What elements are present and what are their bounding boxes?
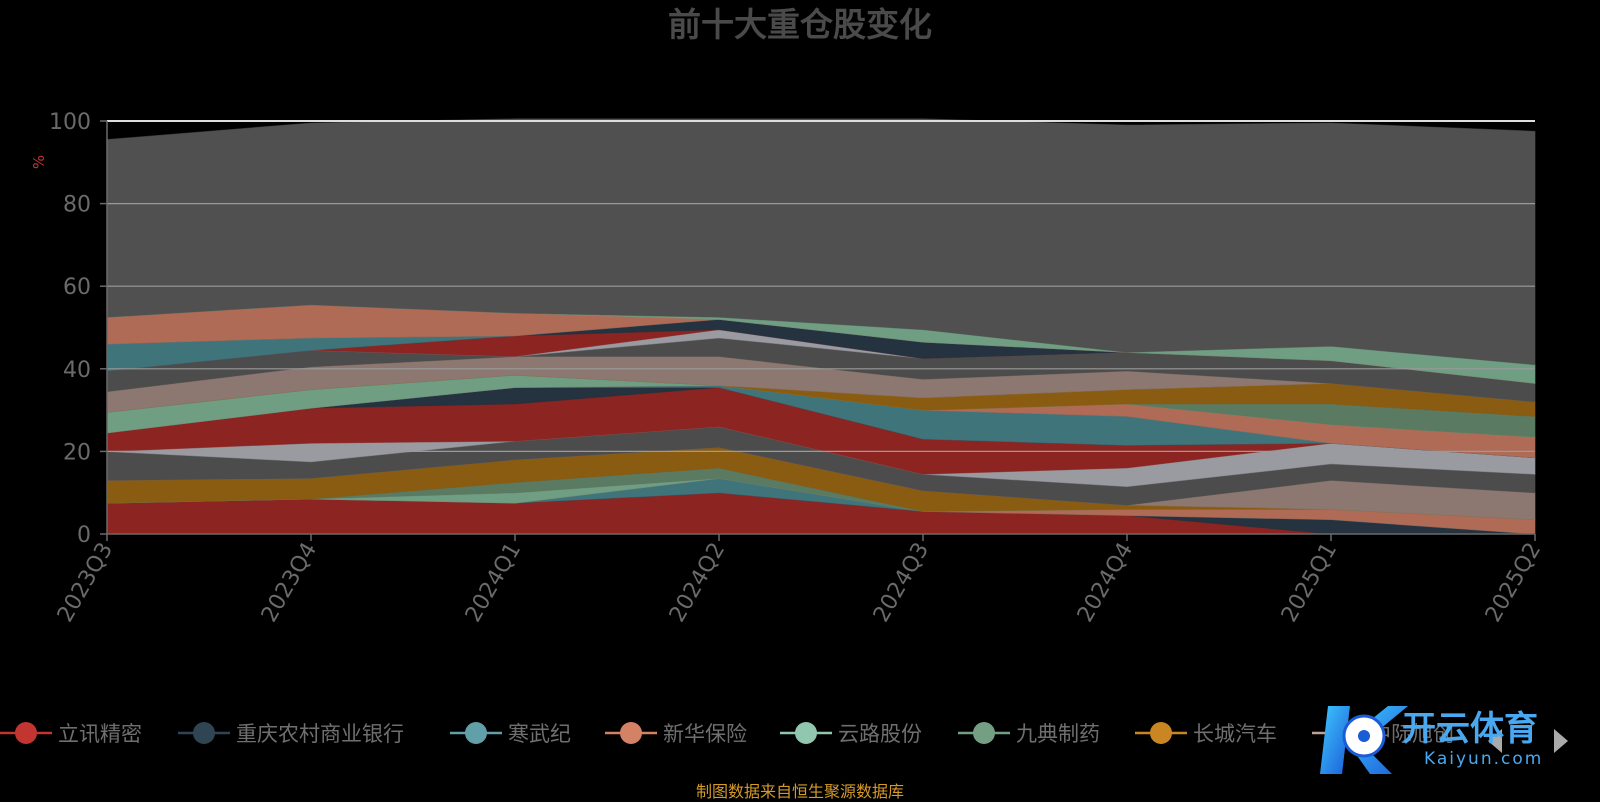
y-tick-label: 80 <box>63 193 91 218</box>
x-tick-label: 2024Q1 <box>461 539 526 627</box>
legend-item[interactable]: 九典制药 <box>958 713 1100 753</box>
legend-item[interactable]: 重庆农村商业银行 <box>178 713 404 753</box>
legend-next-icon[interactable] <box>1548 726 1588 756</box>
kaiyun-logo-icon: 开云体育 Kaiyun.com <box>1320 706 1543 774</box>
legend-swatch-icon <box>605 722 657 744</box>
y-axis-label: % <box>30 155 48 169</box>
area-series-25 <box>106 118 1536 366</box>
x-tick-label: 2023Q3 <box>53 539 118 627</box>
x-tick-label: 2024Q4 <box>1073 539 1138 627</box>
legend-swatch-icon <box>780 722 832 744</box>
legend-swatch-icon <box>0 722 52 744</box>
legend-prev-icon[interactable] <box>1478 726 1518 756</box>
legend-swatch-icon <box>450 722 502 744</box>
svg-text:开云体育: 开云体育 <box>1402 709 1538 749</box>
chart-title: 前十大重仓股变化 <box>668 5 932 44</box>
x-tick-label: 2025Q2 <box>1481 539 1546 627</box>
grid-lines <box>107 120 1535 452</box>
y-tick-label: 20 <box>63 440 91 465</box>
svg-text:Kaiyun.com: Kaiyun.com <box>1424 749 1543 769</box>
legend-label: 重庆农村商业银行 <box>236 722 404 746</box>
legend-swatch-icon <box>178 722 230 744</box>
legend-item[interactable]: 寒武纪 <box>450 713 571 753</box>
x-tick-label: 2023Q4 <box>257 539 322 627</box>
area-series-group <box>106 118 1536 535</box>
legend-label: 立讯精密 <box>58 722 142 746</box>
x-tick-label: 2025Q1 <box>1277 539 1342 627</box>
legend-label: 九典制药 <box>1016 722 1100 746</box>
legend-label: 长城汽车 <box>1193 722 1277 746</box>
watermark-logo: 开云体育 Kaiyun.com <box>1316 700 1600 780</box>
legend-label: 寒武纪 <box>508 722 571 746</box>
legend-item[interactable]: 立讯精密 <box>0 713 142 753</box>
x-tick-label: 2024Q3 <box>869 539 934 627</box>
legend-label: 新华保险 <box>663 722 747 746</box>
legend-item[interactable]: 新华保险 <box>605 713 747 753</box>
y-tick-label: 0 <box>77 523 91 548</box>
y-tick-label: 60 <box>63 275 91 300</box>
legend-swatch-icon <box>1135 722 1187 744</box>
x-tick-label: 2024Q2 <box>665 539 730 627</box>
legend-swatch-icon <box>958 722 1010 744</box>
legend-label: 云路股份 <box>838 722 922 746</box>
legend-item[interactable]: 云路股份 <box>780 713 922 753</box>
y-tick-label: 100 <box>49 110 91 135</box>
footnote: 制图数据来自恒生聚源数据库 <box>695 782 904 801</box>
legend-item[interactable]: 长城汽车 <box>1135 713 1277 753</box>
y-tick-label: 40 <box>63 358 91 383</box>
